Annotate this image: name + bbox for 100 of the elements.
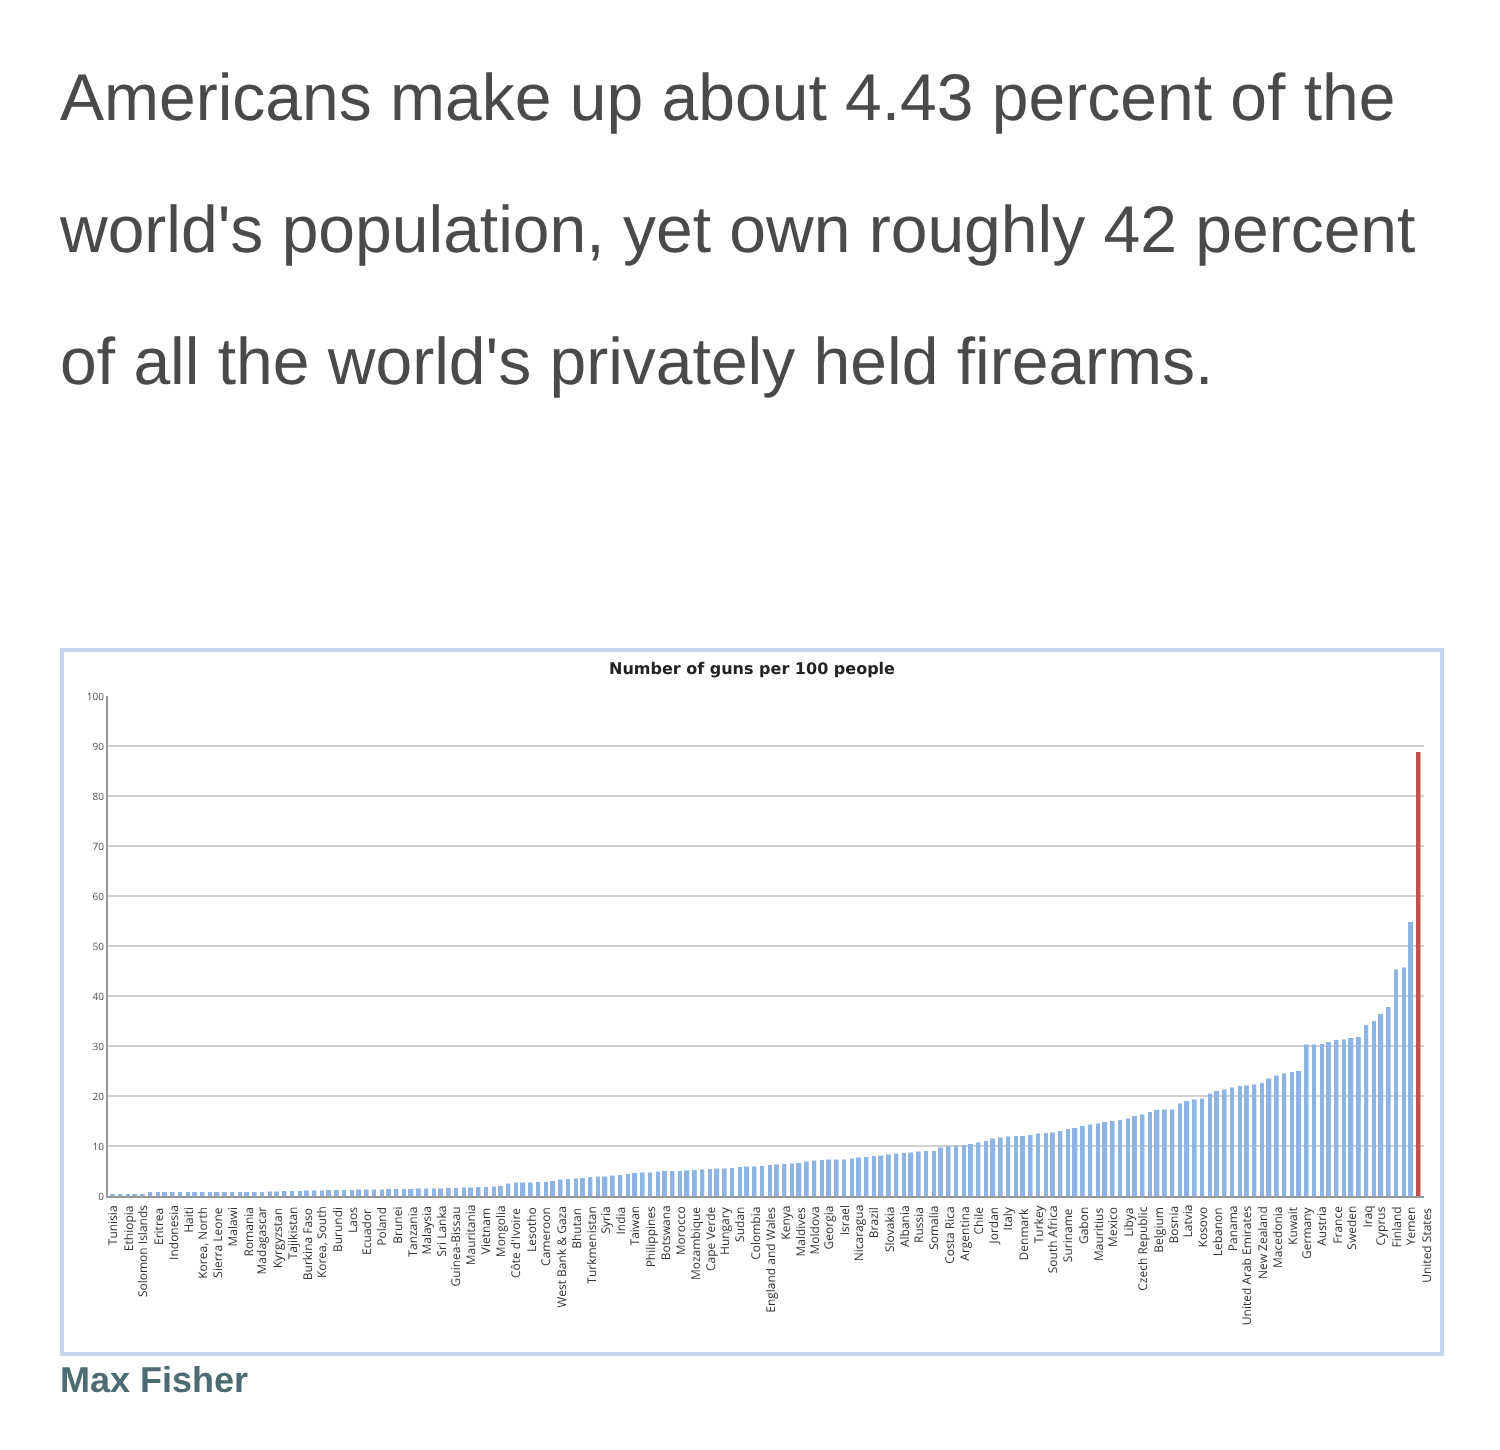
- bar: [856, 1157, 861, 1196]
- bar: [1282, 1073, 1287, 1196]
- bar: [1364, 1025, 1369, 1196]
- bar: [1058, 1131, 1063, 1196]
- bar: [878, 1155, 884, 1196]
- bar: [938, 1147, 943, 1196]
- bar: [976, 1142, 981, 1196]
- bar: [968, 1144, 973, 1196]
- bar: [320, 1190, 324, 1196]
- bar: [946, 1146, 951, 1196]
- bar: [1110, 1121, 1115, 1196]
- bar: [476, 1187, 481, 1196]
- bar: [908, 1152, 914, 1196]
- bar: [364, 1189, 369, 1196]
- bar: [1118, 1120, 1123, 1196]
- bar: [916, 1151, 921, 1196]
- bar: [1148, 1112, 1152, 1196]
- bar: [774, 1164, 779, 1196]
- bar: [462, 1187, 466, 1196]
- bar: [1394, 969, 1399, 1196]
- bar: [1066, 1129, 1070, 1196]
- bar: [1244, 1085, 1249, 1196]
- bar: [826, 1159, 832, 1196]
- bar: [1140, 1114, 1145, 1196]
- bar: [602, 1176, 608, 1196]
- bar: [796, 1163, 802, 1196]
- bar: [656, 1171, 660, 1196]
- bar: [662, 1171, 667, 1196]
- bar: [372, 1189, 377, 1196]
- bar: [1126, 1118, 1130, 1196]
- bar: [1170, 1109, 1175, 1196]
- bar: [744, 1166, 750, 1196]
- bar: [380, 1189, 384, 1196]
- bar: [356, 1189, 362, 1196]
- bar: [1348, 1038, 1354, 1196]
- bar: [1178, 1103, 1182, 1196]
- bar: [1342, 1039, 1346, 1196]
- bar: [842, 1159, 847, 1196]
- bar: [790, 1163, 794, 1196]
- bar: [962, 1145, 966, 1196]
- bar: [708, 1169, 712, 1196]
- bar: [1036, 1133, 1040, 1196]
- bar: [760, 1166, 764, 1196]
- bar: [640, 1172, 645, 1196]
- bar: [544, 1182, 548, 1196]
- bar: [618, 1175, 623, 1196]
- bar: [1274, 1075, 1279, 1196]
- bar: [850, 1158, 854, 1196]
- bar: [574, 1178, 578, 1196]
- bar: [626, 1174, 630, 1196]
- bar: [670, 1171, 675, 1196]
- bar: [498, 1186, 503, 1196]
- bar: [684, 1170, 690, 1196]
- bar: [1162, 1109, 1167, 1196]
- bar: [738, 1167, 742, 1196]
- bar: [1050, 1132, 1055, 1196]
- bar: [1266, 1078, 1272, 1196]
- bar: [804, 1161, 809, 1196]
- bar: [864, 1157, 869, 1196]
- bar: [446, 1188, 451, 1196]
- bar: [1132, 1116, 1137, 1196]
- bar: [990, 1138, 996, 1196]
- bar: [924, 1151, 929, 1196]
- bar: [1208, 1093, 1212, 1196]
- bar: [632, 1173, 638, 1196]
- bar: [588, 1177, 593, 1196]
- bar: [454, 1188, 459, 1196]
- bar: [536, 1182, 541, 1196]
- bar: [550, 1181, 556, 1196]
- bar: [730, 1168, 735, 1196]
- bar: [1028, 1135, 1033, 1196]
- text: Max Fisher: [60, 1360, 249, 1402]
- bar: [1238, 1086, 1242, 1196]
- bar: [998, 1137, 1003, 1196]
- bar: [1154, 1110, 1160, 1196]
- bar: [1192, 1099, 1197, 1196]
- bar: [394, 1189, 399, 1196]
- bar: [1252, 1084, 1257, 1196]
- bar: [1020, 1136, 1026, 1196]
- bar: [872, 1156, 876, 1196]
- bar: [1372, 1021, 1376, 1196]
- bar: [326, 1190, 332, 1196]
- bar: [350, 1190, 354, 1196]
- bar: [1416, 752, 1421, 1196]
- bar: [1230, 1087, 1234, 1196]
- bar: [722, 1168, 727, 1196]
- bar: [932, 1151, 936, 1196]
- bar: [1304, 1044, 1309, 1196]
- bar: [768, 1165, 772, 1196]
- chart-subtitle: Number of guns per 100 people: [609, 659, 897, 678]
- bar: [1044, 1133, 1048, 1196]
- bar: [700, 1169, 705, 1196]
- bar: [520, 1182, 526, 1196]
- bar: [834, 1159, 839, 1196]
- bar: [1006, 1136, 1011, 1196]
- bar: [1080, 1126, 1085, 1196]
- bar: [954, 1145, 958, 1196]
- bar: [342, 1190, 347, 1196]
- bar: [580, 1178, 585, 1196]
- bar: [1290, 1072, 1294, 1196]
